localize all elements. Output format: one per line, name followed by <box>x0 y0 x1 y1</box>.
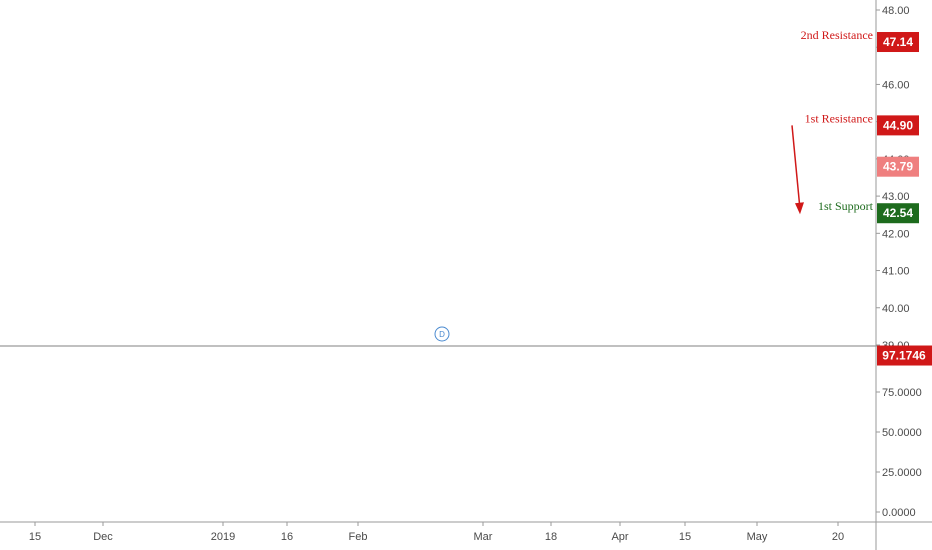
time-tick-label: Apr <box>611 531 628 543</box>
last-price-value: 43.79 <box>883 160 913 174</box>
price-tick-label: 46.00 <box>882 79 910 91</box>
forecast-arrowhead <box>795 202 804 215</box>
price-tick-label: 48.00 <box>882 5 910 17</box>
forecast-arrow <box>791 125 801 210</box>
stoch-tick-label: 25.0000 <box>882 467 922 479</box>
price-tick-label: 40.00 <box>882 303 910 315</box>
dividend-badge <box>434 326 450 342</box>
level-badge <box>877 32 919 53</box>
time-tick-label: 15 <box>679 531 691 543</box>
time-tick-label: 18 <box>545 531 557 543</box>
time-tick-label: Mar <box>474 531 493 543</box>
annotations: 2nd Resistance 47.14 1st Resistance 44.90 1s… <box>434 28 932 366</box>
level-name: 1st Resistance <box>805 111 873 125</box>
stoch-tick-label: 75.0000 <box>882 387 922 399</box>
plot-background <box>0 0 876 522</box>
time-tick-label: 20 <box>832 531 844 543</box>
dividend-badge-label: D <box>439 330 445 339</box>
time-tick-label: Feb <box>349 531 368 543</box>
time-tick-label: 16 <box>281 531 293 543</box>
last-price-badge <box>877 156 919 177</box>
level-name: 2nd Resistance <box>801 28 873 42</box>
price-tick-label: 43.00 <box>882 191 910 203</box>
stoch-level-badge <box>877 345 932 366</box>
price-tick-label: 41.00 <box>882 266 910 278</box>
level-name: 1st Support <box>818 199 874 213</box>
stoch-tick-label: 0.0000 <box>882 507 916 519</box>
time-tick-label: 2019 <box>211 531 235 543</box>
time-tick-label: Dec <box>93 531 113 543</box>
time-tick-label: May <box>747 531 768 543</box>
price-tick-label: 42.00 <box>882 228 910 240</box>
level-badge-value: 42.54 <box>883 206 913 220</box>
level-badge <box>877 115 919 136</box>
time-tick-label: 15 <box>29 531 41 543</box>
stoch-level-value: 97.1746 <box>882 349 926 363</box>
stoch-tick-label: 50.0000 <box>882 427 922 439</box>
level-badge-value: 47.14 <box>883 35 913 49</box>
level-badge-value: 44.90 <box>883 118 913 132</box>
level-badge <box>877 203 919 224</box>
